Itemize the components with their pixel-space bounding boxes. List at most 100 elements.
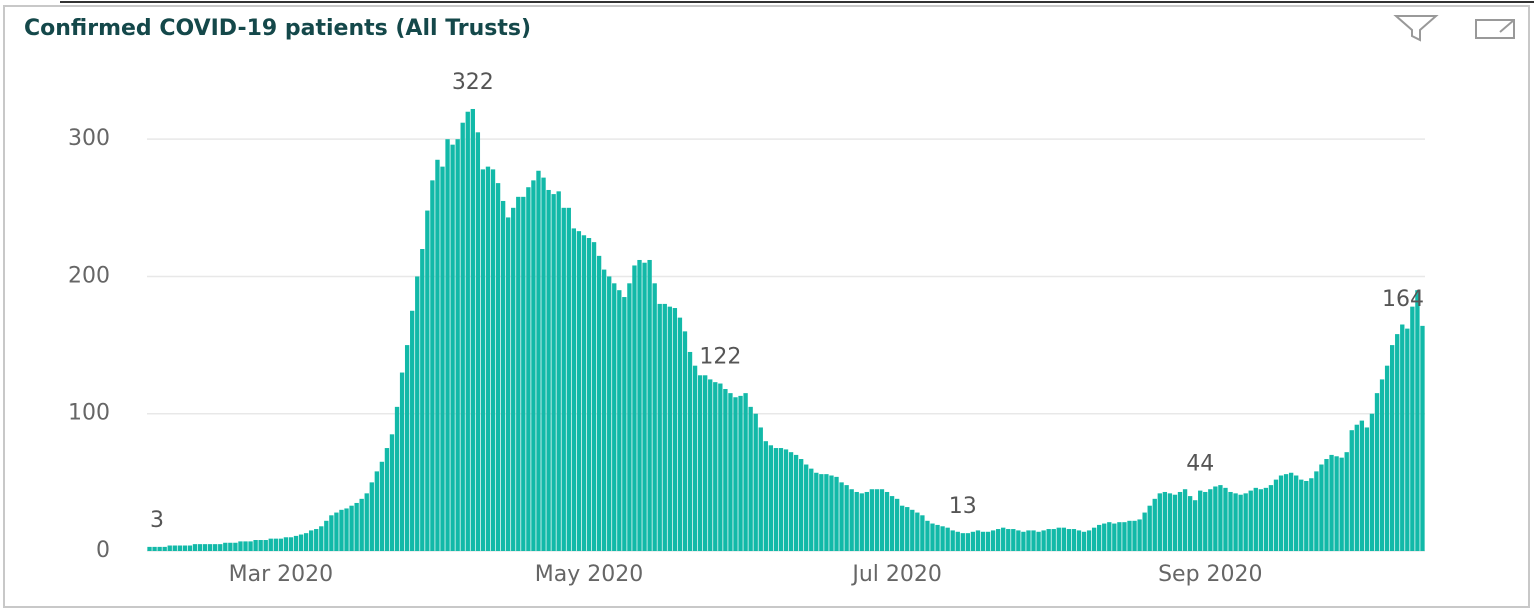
bar	[1309, 478, 1314, 551]
bar	[1410, 306, 1415, 551]
bar	[728, 393, 733, 551]
bar	[1122, 522, 1127, 551]
bar	[793, 454, 799, 551]
bar	[1288, 472, 1294, 551]
bar	[1213, 486, 1218, 551]
bar	[576, 231, 582, 551]
bar	[940, 526, 945, 551]
bar	[1420, 325, 1425, 551]
bar	[1278, 475, 1284, 551]
bar	[1107, 522, 1112, 551]
bar	[1218, 485, 1223, 551]
bar	[1258, 489, 1264, 551]
filter-icon[interactable]	[1393, 15, 1439, 42]
bar	[1329, 454, 1334, 551]
bar	[708, 379, 713, 551]
bar	[1198, 490, 1203, 551]
bar	[824, 474, 829, 551]
bar	[283, 537, 289, 551]
x-tick-label: Jul 2020	[850, 562, 942, 587]
bar	[374, 471, 380, 551]
bar	[319, 526, 324, 551]
bar	[541, 177, 546, 552]
bar	[1026, 530, 1031, 551]
bar	[667, 306, 672, 551]
bar	[1253, 487, 1258, 551]
bar	[1162, 491, 1168, 551]
bar	[930, 523, 935, 551]
bar	[990, 530, 996, 551]
x-tick-label: Sep 2020	[1158, 562, 1262, 587]
bar	[869, 489, 875, 551]
bar	[1405, 328, 1410, 551]
bar	[207, 544, 213, 551]
data-label: 122	[699, 345, 741, 370]
bar	[915, 512, 920, 551]
bar	[566, 207, 571, 551]
bar	[445, 139, 450, 551]
bar	[531, 180, 536, 551]
bar	[647, 259, 652, 551]
bar	[293, 535, 299, 551]
bar	[692, 365, 698, 551]
bar	[718, 383, 723, 551]
bar	[965, 533, 971, 551]
bar	[1066, 529, 1072, 551]
bar	[657, 303, 662, 551]
bar	[632, 265, 637, 551]
bar	[465, 111, 470, 552]
bar	[1192, 500, 1198, 551]
bar	[526, 187, 531, 551]
bar	[536, 170, 541, 551]
bar	[288, 537, 294, 551]
bar	[733, 397, 738, 551]
bar	[975, 530, 981, 551]
expand-shape[interactable]	[1475, 19, 1515, 39]
bar	[157, 546, 162, 551]
bar	[1263, 487, 1269, 551]
bar	[314, 529, 319, 551]
bar	[738, 395, 743, 551]
filter-shape[interactable]	[1393, 15, 1439, 42]
bar	[859, 493, 864, 551]
bar	[1001, 527, 1006, 551]
bar	[945, 527, 950, 551]
bar	[642, 262, 647, 551]
bar	[213, 544, 218, 551]
bar	[506, 217, 511, 551]
bar	[1157, 493, 1162, 551]
bar	[197, 544, 203, 551]
bar	[778, 448, 784, 551]
bar	[495, 183, 501, 552]
data-label: 3	[150, 508, 164, 533]
bar	[814, 472, 819, 551]
bar	[147, 546, 152, 551]
bar	[1223, 487, 1228, 551]
bar	[551, 194, 556, 551]
bar	[485, 166, 491, 552]
bar	[955, 531, 960, 551]
bar	[430, 180, 435, 551]
bar	[384, 448, 390, 551]
bar	[622, 297, 627, 551]
bar	[364, 493, 369, 551]
bar	[607, 276, 612, 551]
bar	[1238, 494, 1243, 551]
focus-mode-icon[interactable]	[1475, 19, 1515, 39]
bar	[920, 515, 925, 551]
bar	[379, 461, 385, 551]
bar	[819, 474, 824, 551]
data-label: 322	[452, 70, 494, 95]
bar	[889, 496, 895, 551]
bar	[152, 546, 157, 551]
bar	[1349, 430, 1354, 551]
bar	[884, 491, 890, 551]
bar	[768, 445, 774, 551]
bar	[369, 482, 374, 551]
data-label: 164	[1382, 287, 1424, 312]
bar	[1086, 530, 1092, 551]
bar	[935, 524, 940, 551]
bar	[475, 132, 481, 551]
bar	[511, 207, 516, 551]
bar	[1294, 475, 1299, 551]
